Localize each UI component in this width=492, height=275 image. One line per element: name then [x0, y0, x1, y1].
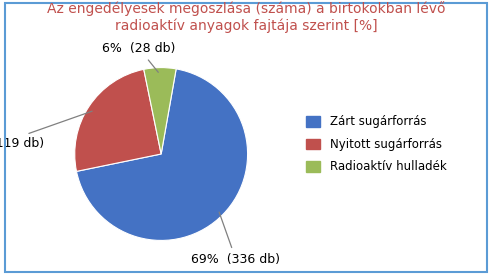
Text: 25%  (119 db): 25% (119 db) [0, 111, 92, 150]
Text: Az engedélyesek megoszlása (száma) a birtokokban lévő
radioaktív anyagok fajtája: Az engedélyesek megoszlása (száma) a bir… [47, 1, 445, 33]
Legend: Zárt sugárforrás, Nyitott sugárforrás, Radioaktív hulladék: Zárt sugárforrás, Nyitott sugárforrás, R… [302, 111, 451, 178]
Wedge shape [144, 68, 176, 154]
Wedge shape [75, 69, 161, 171]
Wedge shape [76, 69, 247, 240]
Text: 6%  (28 db): 6% (28 db) [102, 42, 176, 72]
Text: 69%  (336 db): 69% (336 db) [191, 212, 280, 266]
